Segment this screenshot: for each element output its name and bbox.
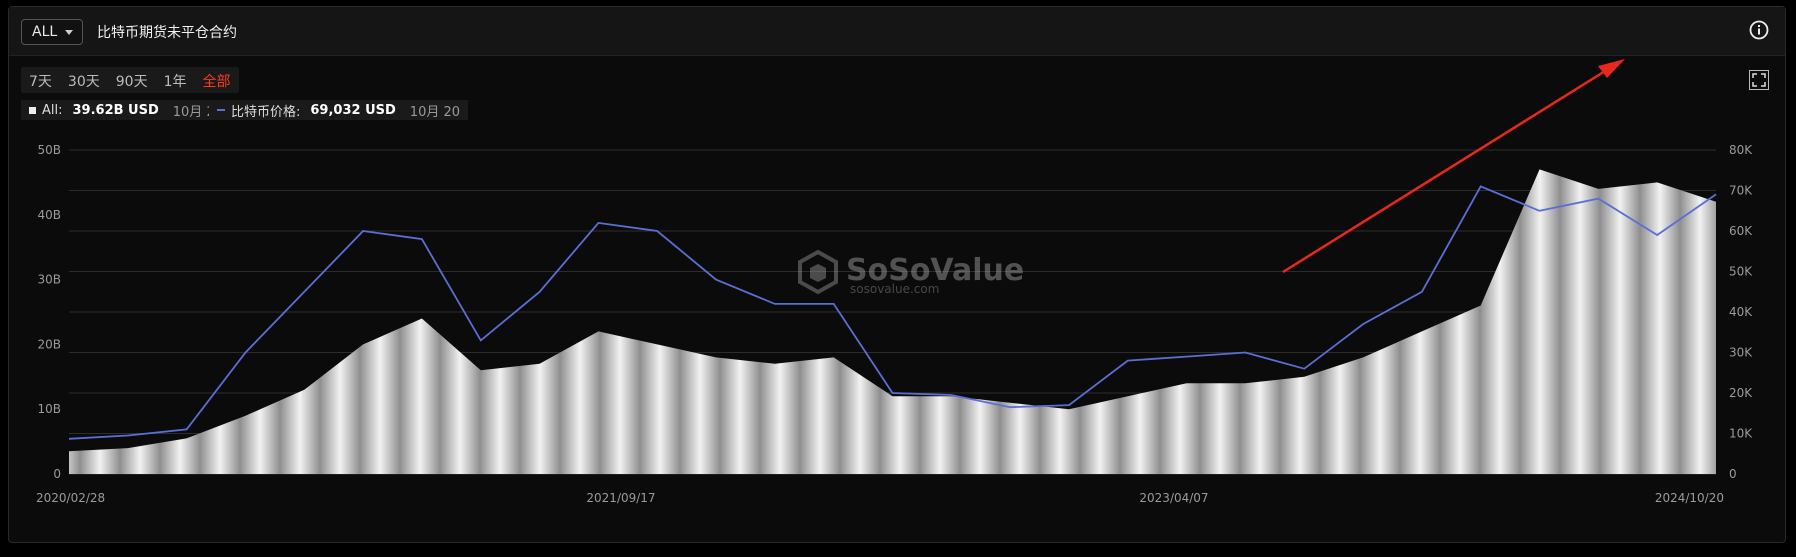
watermark-url: sosovalue.com: [850, 282, 939, 296]
left-tick-label: 10B: [37, 402, 61, 416]
range-tabs: 7天 30天 90天 1年 全部: [21, 67, 239, 93]
right-axis: 0 10K 20K 30K 40K 50K 60K 70K 80K: [1729, 143, 1753, 481]
sosovalue-logo-icon: [798, 249, 838, 295]
left-tick-label: 20B: [37, 337, 61, 351]
range-tab-all[interactable]: 全部: [202, 74, 231, 90]
x-tick-label: 2024/10/20: [1655, 491, 1724, 505]
legend-price-date: 10月 20: [409, 104, 461, 120]
right-tick-label: 40K: [1729, 305, 1753, 319]
right-tick-label: 10K: [1729, 427, 1753, 441]
right-tick-label: 50K: [1729, 265, 1753, 279]
asset-select-value: ALL: [32, 24, 58, 40]
x-tick-label: 2023/04/07: [1139, 491, 1208, 505]
watermark: SoSoValue sosovalue.com: [798, 249, 1024, 296]
panel-header: ALL 比特币期货未平仓合约: [9, 7, 1785, 56]
price-line: [68, 185, 1717, 440]
legend-price-swatch: [217, 109, 225, 111]
annotation-arrow: [1282, 59, 1625, 274]
left-tick-label: 50B: [37, 143, 61, 157]
range-tab-7d[interactable]: 7天: [29, 74, 52, 90]
x-tick-label: 2021/09/17: [586, 491, 655, 505]
chevron-down-icon: [65, 30, 73, 35]
legend-oi-swatch: [29, 106, 36, 114]
x-tick-label: 2020/02/28: [36, 491, 105, 505]
left-axis: 0 10B 20B 30B 40B 50B: [37, 143, 61, 481]
right-tick-label: 60K: [1729, 224, 1753, 238]
legend-oi-key: All:: [42, 102, 63, 118]
right-tick-label: 80K: [1729, 143, 1753, 157]
legend-price-key: 比特币价格:: [231, 104, 301, 120]
left-tick-label: 0: [53, 467, 61, 481]
watermark-brand: SoSoValue: [846, 253, 1024, 288]
right-tick-label: 0: [1729, 467, 1737, 481]
right-tick-label: 70K: [1729, 184, 1753, 198]
legend-oi-value: 39.62B USD: [72, 102, 159, 118]
legend-price-value: 69,032 USD: [310, 102, 396, 118]
right-tick-label: 20K: [1729, 386, 1753, 400]
right-tick-label: 30K: [1729, 346, 1753, 360]
chart-title: 比特币期货未平仓合约: [97, 25, 237, 41]
range-tab-90d[interactable]: 90天: [115, 74, 148, 90]
x-axis: 2020/02/28 2021/09/17 2023/04/07 2024/10/20: [36, 491, 1724, 505]
fullscreen-icon[interactable]: [1749, 70, 1769, 90]
left-tick-label: 40B: [37, 208, 61, 222]
range-tab-1y[interactable]: 1年: [163, 74, 187, 90]
legend-price: 比特币价格: 69,032 USD 10月 20: [209, 100, 469, 120]
range-tab-30d[interactable]: 30天: [67, 74, 100, 90]
left-tick-label: 30B: [37, 273, 61, 287]
asset-select[interactable]: ALL: [21, 19, 83, 45]
info-icon[interactable]: [1749, 20, 1769, 40]
oi-area: [69, 169, 1716, 474]
